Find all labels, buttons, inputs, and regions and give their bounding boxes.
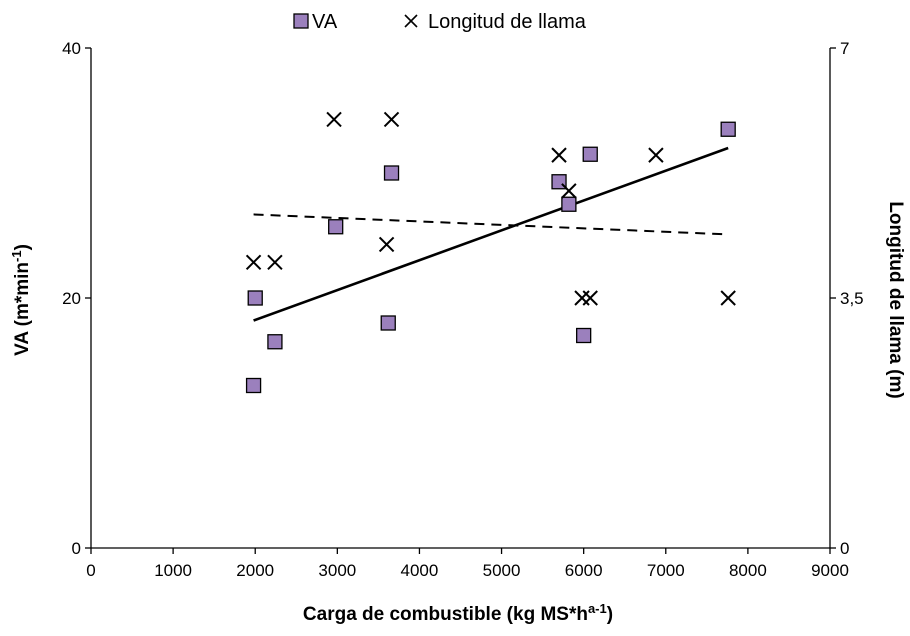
legend-llama-label: Longitud de llama: [428, 11, 587, 33]
legend: VA Longitud de llama: [294, 11, 587, 33]
trend-lines: [254, 148, 729, 321]
llama-point-0: [247, 255, 261, 269]
llama-point-7: [575, 291, 589, 305]
va-point-5: [385, 166, 399, 180]
y-left-label-sup: -1: [9, 250, 24, 262]
va-point-7: [562, 197, 576, 211]
x-tick-label-4: 4000: [401, 561, 439, 580]
x-tick-label-0: 0: [86, 561, 95, 580]
va-point-9: [583, 147, 597, 161]
llama-point-9: [649, 148, 663, 162]
x-tick-label-8: 8000: [729, 561, 767, 580]
va-point-10: [721, 122, 735, 136]
llama-point-6: [562, 184, 576, 198]
y-right-tick-label-1: 3,5: [840, 289, 864, 308]
y-left-label-main: VA (m*min: [12, 262, 33, 356]
x-tick-label-6: 6000: [565, 561, 603, 580]
va-point-3: [329, 220, 343, 234]
llama-point-3: [380, 237, 394, 251]
llama-point-1: [268, 255, 282, 269]
va-point-8: [577, 329, 591, 343]
y-left-tick-label-0: 0: [72, 539, 81, 558]
y-right-ticks: 03,57: [830, 39, 864, 558]
y-axis-right-label: Longitud de llama (m): [885, 201, 906, 398]
trend-line-1: [254, 214, 729, 234]
x-axis-label: Carga de combustible (kg MS*ha-1): [303, 601, 613, 625]
llama-point-4: [385, 112, 399, 126]
x-tick-label-1: 1000: [154, 561, 192, 580]
x-tick-label-5: 5000: [483, 561, 521, 580]
y-left-tick-label-2: 40: [62, 39, 81, 58]
y-left-ticks: 0 20 40: [62, 39, 91, 558]
llama-point-8: [583, 291, 597, 305]
x-tick-label-2: 2000: [236, 561, 274, 580]
y-axis-left-label: VA (m*min-1): [9, 244, 33, 356]
x-tick-label-9: 9000: [811, 561, 849, 580]
legend-va-label: VA: [312, 11, 338, 33]
x-tick-label-3: 3000: [318, 561, 356, 580]
llama-point-10: [721, 291, 735, 305]
x-axis-label-sup: a-1: [588, 601, 607, 616]
data-marks: [247, 112, 736, 392]
va-point-1: [248, 291, 262, 305]
legend-llama-marker: [405, 15, 417, 27]
llama-point-2: [327, 112, 341, 126]
x-tick-label-7: 7000: [647, 561, 685, 580]
va-point-0: [247, 379, 261, 393]
llama-point-5: [552, 148, 566, 162]
y-left-label-end: ): [12, 244, 33, 250]
va-point-2: [268, 335, 282, 349]
y-right-tick-label-0: 0: [840, 539, 849, 558]
trend-line-0: [254, 148, 729, 321]
y-left-tick-label-1: 20: [62, 289, 81, 308]
x-ticks: 0 1000 2000 3000 4000 5000 6000 7000 8000 9000: [86, 548, 849, 580]
x-axis-label-main: Carga de combustible (kg MS*h: [303, 604, 588, 625]
legend-va-swatch: [294, 14, 308, 28]
x-axis-label-end: ): [607, 604, 613, 625]
y-right-tick-label-2: 7: [840, 39, 849, 58]
va-point-4: [381, 316, 395, 330]
